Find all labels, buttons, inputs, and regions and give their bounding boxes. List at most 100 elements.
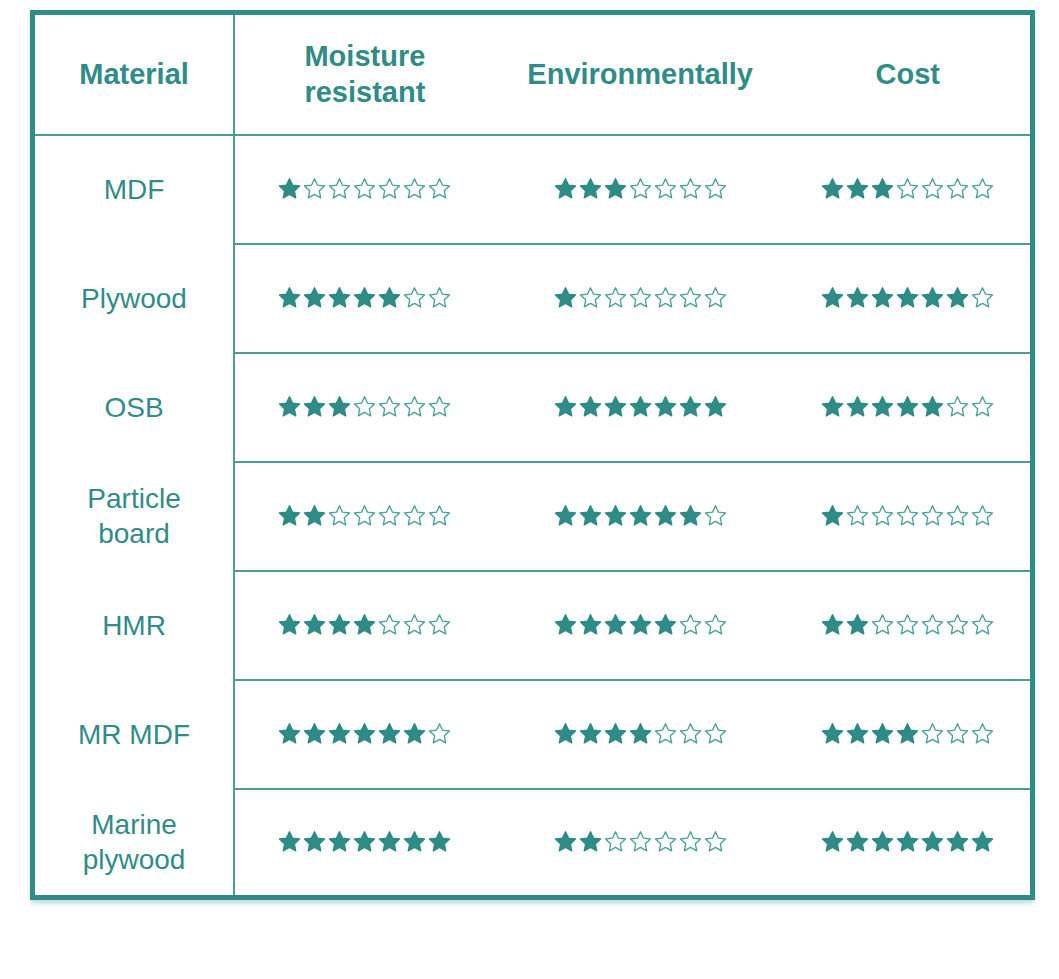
- star-filled-icon: [629, 613, 652, 637]
- star-rating: [495, 177, 786, 201]
- star-empty-icon: [946, 722, 969, 746]
- star-filled-icon: [278, 177, 301, 201]
- star-filled-icon: [846, 286, 869, 310]
- table-row: Marine plywood: [33, 789, 1033, 898]
- star-empty-icon: [328, 504, 351, 528]
- table-row: HMR: [33, 571, 1033, 680]
- star-empty-icon: [921, 722, 944, 746]
- star-filled-icon: [579, 504, 602, 528]
- star-filled-icon: [604, 177, 627, 201]
- star-empty-icon: [378, 395, 401, 419]
- star-empty-icon: [654, 177, 677, 201]
- star-filled-icon: [428, 830, 451, 854]
- rating-cell-environmentally: [495, 789, 786, 898]
- star-empty-icon: [971, 613, 994, 637]
- materials-comparison-table: Material Moisture resistant Environmenta…: [30, 10, 1035, 900]
- star-filled-icon: [554, 504, 577, 528]
- star-filled-icon: [871, 722, 894, 746]
- star-rating: [786, 504, 1030, 528]
- star-filled-icon: [303, 395, 326, 419]
- star-empty-icon: [403, 613, 426, 637]
- star-filled-icon: [871, 177, 894, 201]
- material-label: HMR: [54, 608, 214, 643]
- star-empty-icon: [604, 286, 627, 310]
- star-empty-icon: [896, 504, 919, 528]
- star-filled-icon: [846, 830, 869, 854]
- star-filled-icon: [846, 722, 869, 746]
- rating-cell-moisture_resistant: [234, 571, 495, 680]
- star-filled-icon: [946, 830, 969, 854]
- star-empty-icon: [971, 286, 994, 310]
- star-empty-icon: [679, 613, 702, 637]
- star-filled-icon: [821, 504, 844, 528]
- rating-cell-moisture_resistant: [234, 135, 495, 244]
- star-filled-icon: [846, 395, 869, 419]
- table-row: Particle board: [33, 462, 1033, 571]
- column-header-moisture-resistant-label: Moisture resistant: [275, 38, 455, 111]
- star-empty-icon: [403, 504, 426, 528]
- material-name-cell: Plywood: [33, 244, 235, 353]
- star-filled-icon: [353, 830, 376, 854]
- star-filled-icon: [328, 830, 351, 854]
- rating-cell-cost: [786, 135, 1033, 244]
- star-filled-icon: [629, 722, 652, 746]
- star-filled-icon: [629, 395, 652, 419]
- star-rating: [786, 395, 1030, 419]
- star-rating: [786, 286, 1030, 310]
- star-rating: [235, 286, 495, 310]
- rating-cell-environmentally: [495, 244, 786, 353]
- star-filled-icon: [846, 177, 869, 201]
- star-filled-icon: [278, 504, 301, 528]
- star-empty-icon: [403, 177, 426, 201]
- star-filled-icon: [303, 722, 326, 746]
- rating-cell-moisture_resistant: [234, 244, 495, 353]
- star-filled-icon: [604, 395, 627, 419]
- star-filled-icon: [353, 722, 376, 746]
- star-empty-icon: [871, 613, 894, 637]
- star-filled-icon: [821, 395, 844, 419]
- material-name-cell: MDF: [33, 135, 235, 244]
- star-filled-icon: [303, 286, 326, 310]
- table-row: Plywood: [33, 244, 1033, 353]
- material-label: Marine plywood: [54, 807, 214, 877]
- star-filled-icon: [328, 613, 351, 637]
- star-filled-icon: [821, 286, 844, 310]
- star-filled-icon: [328, 286, 351, 310]
- star-filled-icon: [604, 504, 627, 528]
- material-name-cell: HMR: [33, 571, 235, 680]
- star-filled-icon: [353, 286, 376, 310]
- star-filled-icon: [654, 504, 677, 528]
- star-filled-icon: [353, 613, 376, 637]
- star-rating: [495, 830, 786, 854]
- star-filled-icon: [871, 830, 894, 854]
- star-rating: [235, 395, 495, 419]
- rating-cell-environmentally: [495, 462, 786, 571]
- star-filled-icon: [654, 395, 677, 419]
- star-empty-icon: [946, 395, 969, 419]
- rating-cell-environmentally: [495, 571, 786, 680]
- star-empty-icon: [353, 395, 376, 419]
- star-filled-icon: [378, 286, 401, 310]
- star-filled-icon: [303, 504, 326, 528]
- star-empty-icon: [579, 286, 602, 310]
- star-filled-icon: [821, 613, 844, 637]
- star-filled-icon: [278, 722, 301, 746]
- star-empty-icon: [654, 722, 677, 746]
- material-label: Plywood: [54, 281, 214, 316]
- star-rating: [235, 613, 495, 637]
- rating-cell-moisture_resistant: [234, 680, 495, 789]
- star-filled-icon: [303, 830, 326, 854]
- star-empty-icon: [328, 177, 351, 201]
- star-empty-icon: [428, 177, 451, 201]
- star-filled-icon: [328, 722, 351, 746]
- column-header-cost: Cost: [786, 13, 1033, 135]
- table-header: Material Moisture resistant Environmenta…: [33, 13, 1033, 135]
- material-label: OSB: [54, 390, 214, 425]
- star-filled-icon: [278, 395, 301, 419]
- column-header-environmentally-label: Environmentally: [495, 56, 786, 92]
- star-empty-icon: [921, 177, 944, 201]
- star-filled-icon: [554, 286, 577, 310]
- star-filled-icon: [871, 286, 894, 310]
- star-filled-icon: [679, 395, 702, 419]
- star-filled-icon: [554, 830, 577, 854]
